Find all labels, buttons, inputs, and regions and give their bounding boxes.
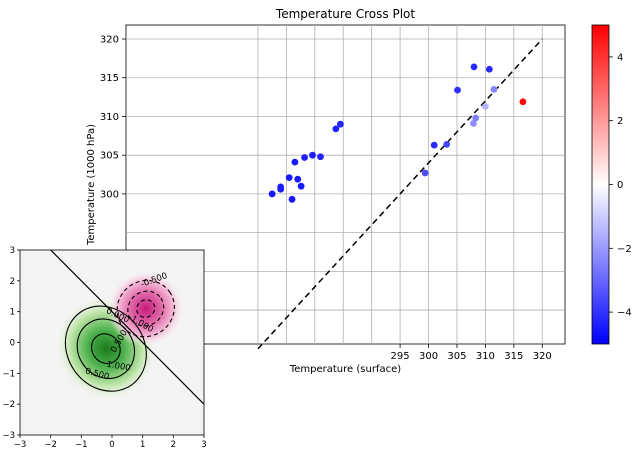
scatter-point xyxy=(332,125,340,133)
x-tick-label: 300 xyxy=(419,351,438,362)
x-tick-label: 320 xyxy=(533,351,552,362)
inset-x-ticks: −3 −2 −1 0 1 2 3 xyxy=(14,435,207,450)
main-grid xyxy=(126,25,565,344)
y-axis-ticks: 300 305 310 315 320 xyxy=(100,35,126,200)
contour-line-positive xyxy=(90,333,121,365)
inset-x-tick-label: 2 xyxy=(171,440,176,450)
inset-y-ticks: −3 −2 −1 0 1 2 3 xyxy=(2,246,20,441)
colorbar: −4 −2 0 2 4 xyxy=(591,24,632,345)
colorbar-ticks: −4 −2 0 2 4 xyxy=(609,52,632,319)
colorbar-tick-label: −2 xyxy=(617,244,632,255)
scatter-point xyxy=(309,151,316,159)
scatter-point xyxy=(297,182,305,190)
y-tick-label: 320 xyxy=(100,35,119,46)
inset-x-tick-label: 0 xyxy=(109,440,114,450)
contour-line-positive xyxy=(76,318,136,379)
inset-y-tick-label: −2 xyxy=(2,400,15,410)
scatter-point xyxy=(470,63,478,71)
scatter-points xyxy=(268,63,527,203)
inset-y-tick-label: 0 xyxy=(10,339,15,349)
scatter-point xyxy=(485,65,493,73)
y-tick-label: 315 xyxy=(100,73,119,84)
scatter-point xyxy=(470,120,477,127)
scatter-point xyxy=(472,114,480,122)
inset-x-tick-label: 1 xyxy=(140,440,145,450)
colorbar-gradient xyxy=(591,24,610,345)
colorbar-tick-label: 2 xyxy=(617,116,623,127)
y-axis-label: Temperature (1000 hPa) xyxy=(86,124,97,246)
y-tick-label: 300 xyxy=(100,189,119,200)
inset-y-tick-label: 2 xyxy=(10,277,15,287)
inset-y-tick-label: −1 xyxy=(2,369,15,379)
scatter-point xyxy=(268,190,276,198)
scatter-point xyxy=(430,141,438,149)
inset-x-tick-label: −1 xyxy=(75,440,88,450)
scatter-point xyxy=(277,183,285,191)
contour-line-negative xyxy=(136,299,156,318)
scatter-point xyxy=(291,158,299,166)
contour-line-positive xyxy=(64,305,147,392)
x-axis-label: Temperature (surface) xyxy=(289,364,401,375)
contour-line-negative xyxy=(116,279,175,338)
y-tick-label: 305 xyxy=(100,151,119,162)
scatter-point xyxy=(454,86,461,94)
scatter-point xyxy=(336,120,344,128)
inset-y-tick-label: 3 xyxy=(10,246,15,256)
zero-contour-line xyxy=(50,250,204,405)
y-tick-label: 310 xyxy=(100,112,119,123)
inset-y-tick-label: −3 xyxy=(2,431,15,441)
scatter-point xyxy=(285,174,293,182)
x-axis-ticks: 295 300 305 310 315 320 xyxy=(391,344,552,362)
x-tick-label: 305 xyxy=(447,351,466,362)
x-tick-label: 295 xyxy=(391,351,410,362)
colorbar-tick-label: 4 xyxy=(617,52,623,63)
inset-x-tick-label: 3 xyxy=(201,440,206,450)
chart-title: Temperature Cross Plot xyxy=(275,7,415,21)
contour-label: 1.000 xyxy=(106,360,132,374)
scatter-point xyxy=(294,175,302,183)
colorbar-tick-label: −4 xyxy=(617,308,632,319)
scatter-point xyxy=(519,98,527,106)
contour-lines xyxy=(64,279,175,392)
scatter-point xyxy=(317,153,324,161)
inset-x-tick-label: −3 xyxy=(14,440,27,450)
inset-x-tick-label: −2 xyxy=(44,440,57,450)
x-tick-label: 315 xyxy=(504,351,523,362)
scatter-point xyxy=(443,140,451,148)
scatter-point xyxy=(481,102,489,110)
inset-y-tick-label: 1 xyxy=(10,308,15,318)
x-tick-label: 310 xyxy=(476,351,495,362)
colorbar-tick-label: 0 xyxy=(617,180,623,191)
contour-line-negative xyxy=(127,290,165,327)
scatter-point xyxy=(490,85,498,93)
scatter-point xyxy=(301,154,308,161)
scatter-point xyxy=(421,169,429,177)
scatter-point xyxy=(288,195,296,203)
